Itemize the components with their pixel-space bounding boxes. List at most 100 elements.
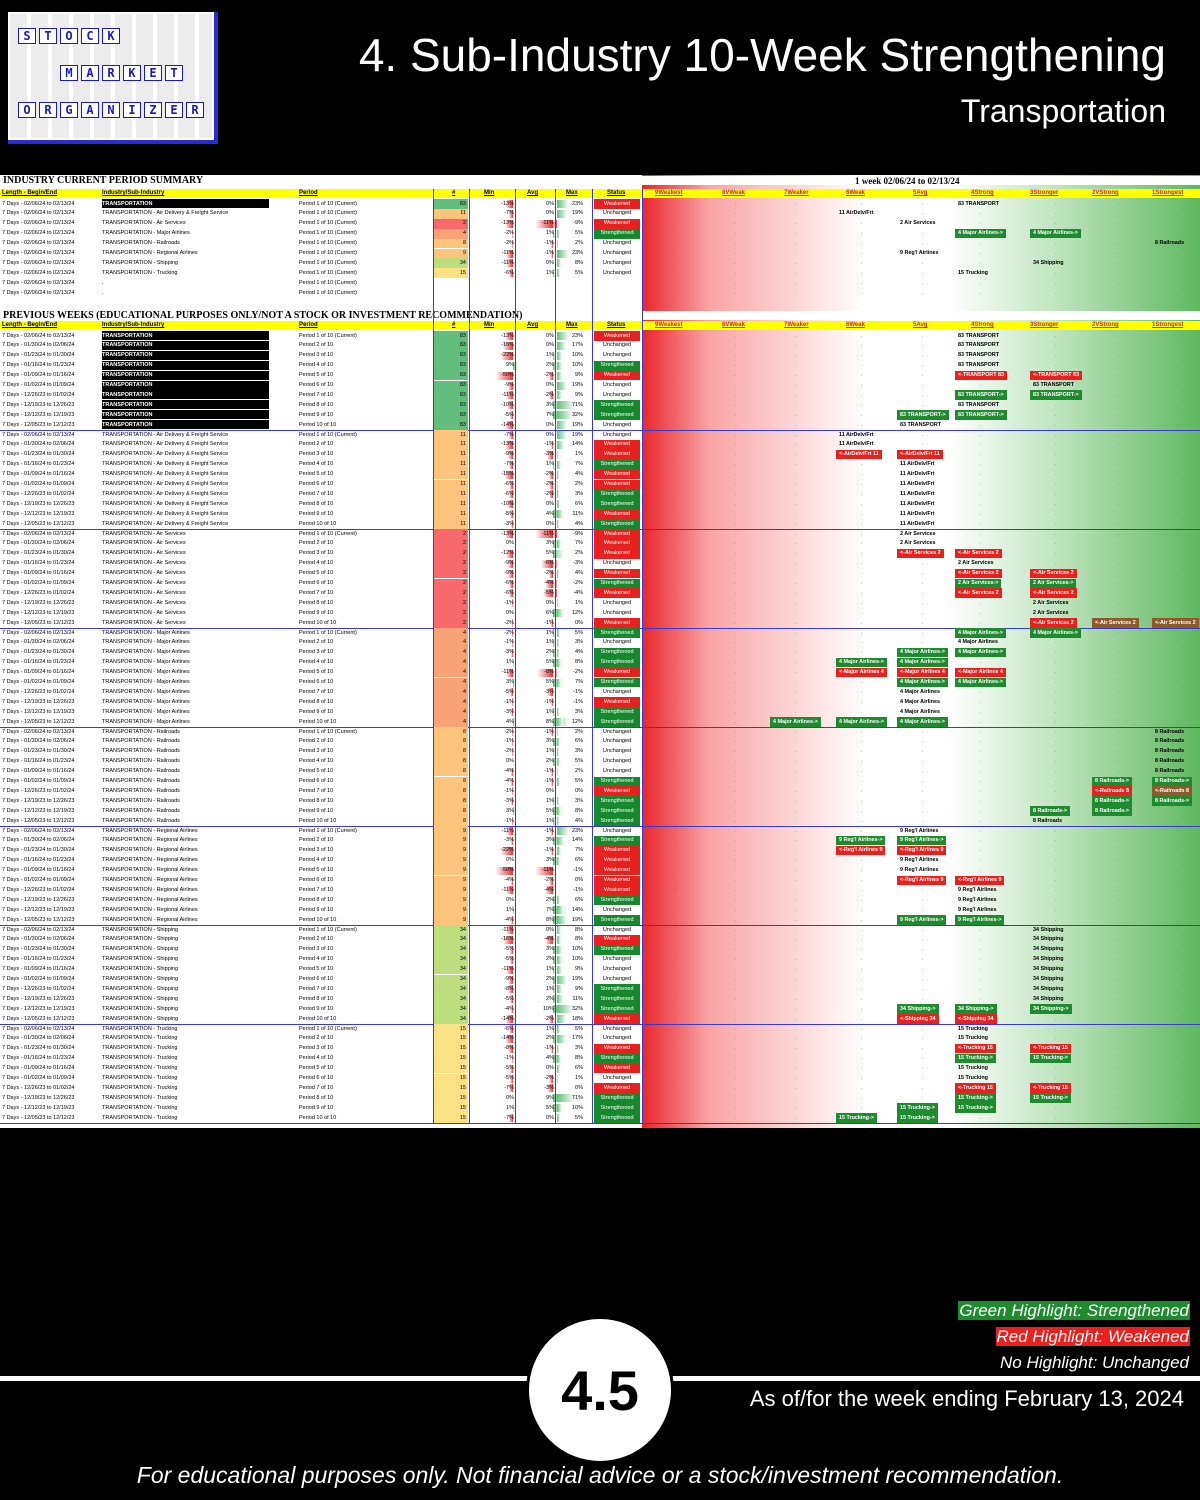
length-cell: 7 Days - 02/06/24 to 02/13/24: [2, 289, 75, 296]
data-bar: [549, 876, 553, 885]
strength-tag: 83 TRANSPORT: [958, 332, 1000, 339]
data-bar: [557, 371, 562, 380]
count-cell: 2: [434, 578, 468, 589]
empty-dot: .: [1177, 362, 1179, 369]
empty-dot: .: [1177, 886, 1179, 893]
empty-dot: .: [1055, 778, 1057, 784]
industry-cell: TRANSPORTATION - Major Airlines: [102, 639, 190, 646]
empty-dot: .: [922, 1045, 924, 1052]
strength-tag: 83 TRANSPORT: [958, 200, 1000, 207]
empty-dot: .: [1117, 560, 1119, 567]
empty-dot: .: [980, 966, 982, 973]
empty-dot: .: [980, 342, 982, 349]
empty-dot: .: [1055, 787, 1057, 794]
empty-dot: .: [922, 510, 924, 517]
empty-dot: .: [861, 857, 863, 864]
data-bar: [557, 391, 562, 400]
industry-cell: TRANSPORTATION - Shipping: [102, 936, 179, 943]
length-cell: 7 Days - 12/05/23 to 12/12/23: [2, 718, 75, 725]
count-cell: 83: [434, 350, 468, 361]
min-cell: -5%: [504, 510, 514, 517]
max-cell: -1%: [573, 886, 583, 893]
period-cell: Period 6 of 10: [299, 679, 334, 685]
max-cell: 6%: [575, 738, 583, 745]
data-bar: [541, 559, 553, 568]
table-row: 7 Days - 01/16/24 to 01/23/24 TRANSPORTAT…: [0, 459, 1200, 470]
data-bar: [557, 856, 560, 865]
industry-cell: TRANSPORTATION - Railroads: [102, 778, 180, 784]
empty-dot: .: [675, 259, 677, 266]
length-cell: 7 Days - 01/30/24 to 02/06/24: [2, 936, 75, 943]
table-row: 7 Days - 02/06/24 to 02/13/24 TRANSPORTAT…: [0, 331, 1200, 341]
empty-dot: .: [861, 956, 863, 963]
min-cell: -14%: [501, 1035, 514, 1042]
max-cell: 5%: [575, 758, 583, 765]
count-cell: 4: [434, 667, 468, 678]
data-bar: [557, 906, 564, 915]
page-subtitle: Transportation: [960, 93, 1166, 129]
period-cell: Period 1 of 10 (Current): [299, 530, 357, 537]
empty-dot: .: [980, 401, 982, 408]
empty-dot: .: [1055, 510, 1057, 517]
status-badge: Weakened: [594, 1063, 640, 1074]
count-cell: 15: [434, 1103, 468, 1114]
max-cell: 17%: [571, 342, 583, 349]
avg-cell: 0%: [546, 421, 554, 428]
data-bar: [557, 797, 559, 806]
avg-cell: -2%: [544, 1015, 554, 1022]
empty-dot: .: [980, 698, 982, 705]
avg-cell: 2%: [546, 976, 554, 982]
empty-dot: .: [980, 352, 982, 359]
status-badge: Strengthened: [594, 499, 640, 510]
min-cell: -8%: [504, 985, 514, 992]
data-bar: [506, 391, 513, 400]
column-header: Industry/Sub-Industry: [102, 322, 165, 328]
strength-tag: 2 Air Services: [900, 530, 936, 537]
empty-dot: .: [1055, 352, 1057, 359]
length-cell: 7 Days - 01/16/24 to 01/23/24: [2, 857, 75, 864]
strength-tag: <-Trucking 15: [1030, 1083, 1071, 1093]
empty-dot: .: [861, 550, 863, 557]
data-bar: [557, 945, 562, 954]
status-badge: Strengthened: [594, 1053, 640, 1064]
empty-dot: .: [675, 619, 677, 626]
empty-dot: .: [675, 827, 677, 834]
empty-dot: .: [980, 718, 982, 725]
empty-dot: .: [735, 778, 737, 784]
status-badge: Strengthened: [594, 1093, 640, 1104]
empty-dot: .: [1117, 580, 1119, 586]
data-bar: [551, 767, 553, 776]
empty-dot: .: [675, 896, 677, 903]
status-badge: Unchanged: [602, 250, 632, 256]
empty-dot: .: [1055, 1104, 1057, 1111]
strength-tag: 9 Reg'l Airlines: [900, 827, 939, 834]
empty-dot: .: [675, 758, 677, 765]
count-cell: 9: [434, 248, 468, 259]
avg-cell: -4%: [544, 886, 554, 893]
empty-dot: .: [1177, 580, 1179, 586]
period-cell: Period 7 of 10: [299, 490, 334, 497]
strength-tag: 11 AirDelv/Frt: [839, 441, 874, 448]
empty-dot: .: [1177, 421, 1179, 428]
status-badge: Strengthened: [594, 228, 640, 239]
strength-tag: 2 Air Services->: [1030, 578, 1077, 588]
period-cell: Period 2 of 10: [299, 639, 334, 646]
count-cell: 83: [434, 199, 468, 209]
empty-dot: .: [1177, 279, 1179, 286]
industry-cell: TRANSPORTATION: [102, 370, 269, 380]
empty-dot: .: [735, 758, 737, 765]
length-cell: 7 Days - 12/19/23 to 12/26/23: [2, 500, 75, 507]
empty-dot: .: [1177, 220, 1179, 227]
empty-dot: .: [1177, 250, 1179, 256]
avg-cell: -2%: [544, 570, 554, 577]
empty-dot: .: [922, 926, 924, 933]
logo-letter: K: [102, 28, 120, 44]
industry-cell: TRANSPORTATION - Air Delivery & Freight …: [102, 481, 229, 487]
empty-dot: .: [980, 867, 982, 874]
min-cell: -1%: [504, 787, 514, 794]
empty-dot: .: [922, 639, 924, 646]
strength-tag: <-Air Services 2: [1030, 568, 1077, 579]
count-cell: 4: [434, 228, 468, 239]
strength-tag: 4 Major Airlines->: [955, 628, 1006, 638]
empty-dot: .: [922, 956, 924, 963]
